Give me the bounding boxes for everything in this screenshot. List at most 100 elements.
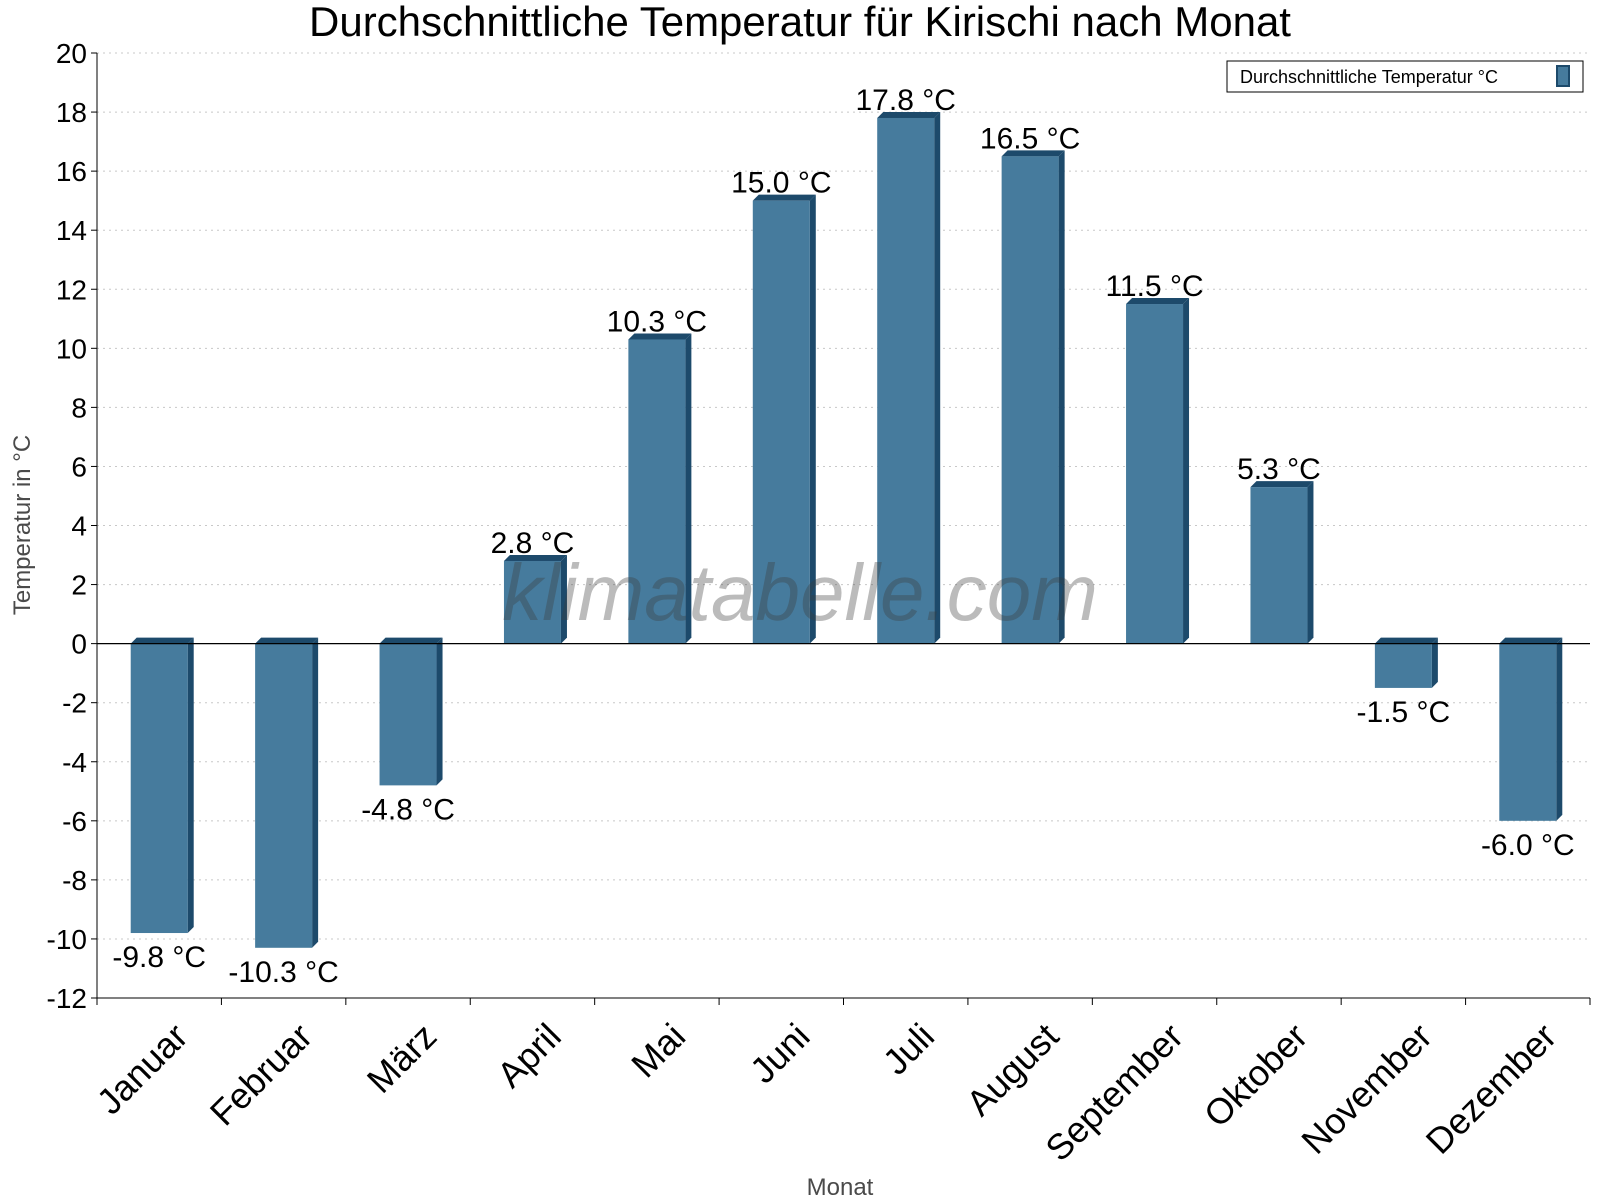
bar [503,560,561,644]
bar-top-face [503,554,567,561]
bar-april [503,554,567,644]
bar [1001,156,1059,644]
legend-box [1226,60,1584,93]
bar [255,643,313,948]
x-tick-label: Mai [623,1015,693,1085]
bar-mai [628,333,692,644]
x-tick-label: Dezember [1418,1015,1564,1161]
bar [1250,487,1308,644]
bar-top-face [877,111,941,118]
value-labels: -9.8 °C -10.3 °C -4.8 °C 2.8 °C 10.3 °C 15.0 … [112,84,1574,989]
y-axis-label: Temperatur in °C [9,435,36,615]
bar-side-face [1307,481,1314,644]
value-label: 17.8 °C [856,84,956,117]
x-tick-label: August [958,1015,1066,1123]
y-tick-label: -6 [62,806,87,837]
bar-side-face [685,333,692,644]
value-label: 15.0 °C [731,167,831,200]
bar-side-face [934,111,941,644]
y-tick-label: 8 [71,392,87,423]
chart-title: Durchschnittliche Temperatur für Kirisch… [309,0,1291,45]
watermark: klimatabelle.com [502,548,1098,637]
y-tick-label: -8 [62,865,87,896]
bar [130,643,188,934]
bars [130,111,1563,948]
y-tick-label: 20 [56,38,87,69]
bar-side-face [809,194,816,644]
bar-september [1126,298,1190,644]
value-label: 11.5 °C [1105,270,1203,303]
x-tick-label: Oktober [1196,1015,1316,1135]
bar-top-face [1374,637,1438,644]
bar-märz [379,637,443,786]
x-tick-label: April [489,1015,569,1095]
bar-side-face [1431,637,1438,688]
grid-lines [97,52,1590,999]
y-tick-label: 16 [56,156,87,187]
legend-swatch [1556,65,1570,87]
value-label: -9.8 °C [112,941,206,974]
bar-top-face [1499,637,1563,644]
bar-februar [255,637,319,948]
y-tick-label: 2 [71,570,87,601]
x-tick-label: Juni [742,1015,818,1091]
bar [1126,304,1184,644]
bar [1374,643,1432,688]
legend-label: Durchschnittliche Temperatur °C [1240,67,1498,87]
bar-august [1001,150,1065,644]
x-tick-label: März [359,1015,445,1101]
bar-side-face [1556,637,1563,821]
x-tick-label: Februar [202,1015,320,1133]
bar-top-face [1126,298,1190,305]
bar [752,200,810,644]
y-tick-label: -4 [62,747,87,778]
bar-oktober [1250,481,1314,644]
y-tick-label: 6 [71,451,87,482]
x-axis-ticks: Januar Februar März April Mai Juni Juli AugustS… [89,998,1591,1169]
bar-januar [130,637,194,934]
x-tick-label: November [1293,1015,1439,1161]
bar [628,339,686,644]
value-label: -10.3 °C [228,956,338,989]
x-tick-label: Juli [875,1015,942,1082]
bar-top-face [1250,481,1314,488]
bar-side-face [312,637,319,948]
legend: Durchschnittliche Temperatur °C [1226,60,1584,93]
value-label: -1.5 °C [1357,696,1451,729]
bar-top-face [379,637,443,644]
value-label: -6.0 °C [1481,829,1575,862]
bar-side-face [187,637,194,934]
y-tick-label: 18 [56,97,87,128]
y-tick-label: -10 [47,924,87,955]
bar-top-face [255,637,319,644]
y-tick-label: -12 [47,983,87,1014]
bar-dezember [1499,637,1563,821]
bar-juli [877,111,941,644]
bar-side-face [1183,298,1190,644]
bar-juni [752,194,816,644]
y-tick-label: 10 [56,333,87,364]
bar [1499,643,1557,821]
x-tick-label: Januar [89,1015,196,1122]
bar [877,117,935,644]
y-tick-label: 12 [56,274,87,305]
value-label: -4.8 °C [361,793,455,826]
bar-side-face [560,554,567,644]
bar-top-face [628,333,692,340]
y-tick-label: 4 [71,511,87,542]
bar-november [1374,637,1438,688]
y-tick-label: 0 [71,629,87,660]
bar-side-face [1058,150,1065,644]
value-label: 10.3 °C [607,305,707,338]
bar-side-face [436,637,443,786]
x-axis-label: Monat [807,1174,874,1200]
value-label: 16.5 °C [980,122,1080,155]
bar-top-face [130,637,194,644]
value-label: 2.8 °C [491,527,575,560]
value-label: 5.3 °C [1237,453,1321,486]
bar-top-face [1001,150,1065,157]
y-tick-label: -2 [62,688,87,719]
bar [379,643,437,786]
